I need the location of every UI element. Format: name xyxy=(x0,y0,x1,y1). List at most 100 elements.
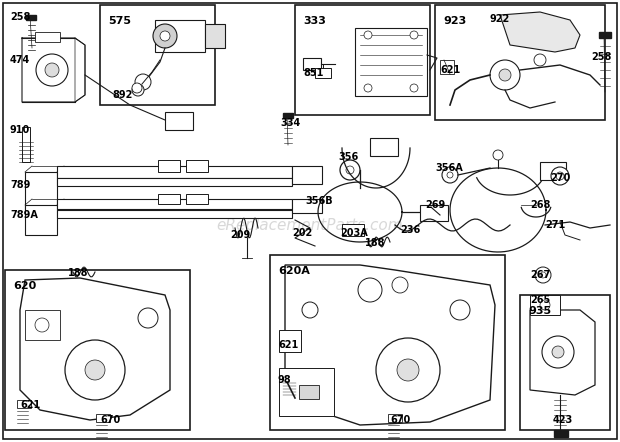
Bar xyxy=(165,112,193,130)
Bar xyxy=(279,330,301,352)
Text: 620: 620 xyxy=(13,281,36,291)
Circle shape xyxy=(490,60,520,90)
Text: 98: 98 xyxy=(278,375,291,385)
Circle shape xyxy=(364,31,372,39)
Bar xyxy=(440,60,454,74)
Bar xyxy=(388,414,402,422)
Circle shape xyxy=(160,31,170,41)
Text: 670: 670 xyxy=(390,415,410,425)
Text: 334: 334 xyxy=(280,118,300,128)
Text: 202: 202 xyxy=(292,228,312,238)
Text: 621: 621 xyxy=(278,340,298,350)
Text: 333: 333 xyxy=(303,16,326,26)
Bar xyxy=(342,224,364,236)
Text: 203A: 203A xyxy=(340,228,368,238)
Bar xyxy=(100,5,215,105)
Bar xyxy=(295,5,430,115)
Bar xyxy=(186,160,208,172)
Bar xyxy=(540,162,566,180)
Bar xyxy=(25,205,57,235)
Bar xyxy=(22,127,30,162)
Bar xyxy=(303,58,321,70)
Circle shape xyxy=(364,84,372,92)
Text: 258: 258 xyxy=(10,12,30,22)
Circle shape xyxy=(85,360,105,380)
Text: 575: 575 xyxy=(108,16,131,26)
Bar xyxy=(554,430,568,437)
Text: 269: 269 xyxy=(425,200,445,210)
Text: 922: 922 xyxy=(490,14,510,24)
Text: 670: 670 xyxy=(100,415,120,425)
Text: 851: 851 xyxy=(303,68,324,78)
Bar xyxy=(299,385,319,399)
Text: 356A: 356A xyxy=(435,163,463,173)
Circle shape xyxy=(135,74,151,90)
Bar xyxy=(57,166,292,178)
Text: 268: 268 xyxy=(530,200,551,210)
Circle shape xyxy=(45,63,59,77)
Text: 910: 910 xyxy=(10,125,30,135)
Polygon shape xyxy=(285,265,495,425)
Text: 923: 923 xyxy=(443,16,466,26)
Text: 892: 892 xyxy=(112,90,133,100)
Text: 236: 236 xyxy=(400,225,420,235)
Circle shape xyxy=(534,54,546,66)
Circle shape xyxy=(410,31,418,39)
Polygon shape xyxy=(20,278,170,420)
Bar xyxy=(26,15,36,20)
Circle shape xyxy=(392,277,408,293)
Bar xyxy=(205,24,225,48)
Circle shape xyxy=(410,84,418,92)
Text: 356B: 356B xyxy=(305,196,332,206)
Bar xyxy=(355,28,427,96)
Circle shape xyxy=(35,318,49,332)
Bar xyxy=(25,172,57,210)
Text: 935: 935 xyxy=(528,306,551,316)
Polygon shape xyxy=(500,12,580,52)
Circle shape xyxy=(346,166,354,174)
Circle shape xyxy=(132,83,142,93)
Circle shape xyxy=(358,278,382,302)
Text: 621: 621 xyxy=(20,400,40,410)
Circle shape xyxy=(447,172,453,178)
Circle shape xyxy=(36,54,68,86)
Text: 423: 423 xyxy=(553,415,574,425)
Text: 789A: 789A xyxy=(10,210,38,220)
Bar xyxy=(599,32,611,38)
Bar xyxy=(57,210,292,218)
Circle shape xyxy=(552,346,564,358)
Text: 188: 188 xyxy=(68,268,89,278)
Bar xyxy=(25,310,60,340)
Text: 265: 265 xyxy=(530,295,551,305)
Text: 789: 789 xyxy=(10,180,30,190)
Bar xyxy=(520,295,610,430)
Text: 209: 209 xyxy=(230,230,250,240)
Bar xyxy=(17,400,31,408)
Circle shape xyxy=(302,302,318,318)
Bar xyxy=(530,295,560,315)
Bar xyxy=(370,138,398,156)
Circle shape xyxy=(340,160,360,180)
Bar xyxy=(420,205,448,221)
Circle shape xyxy=(132,84,144,96)
Bar xyxy=(315,68,331,78)
Bar xyxy=(186,194,208,204)
Bar xyxy=(270,255,505,430)
Bar xyxy=(35,32,60,42)
Bar xyxy=(155,20,205,52)
Text: 270: 270 xyxy=(550,173,570,183)
Circle shape xyxy=(442,167,458,183)
Circle shape xyxy=(542,336,574,368)
Circle shape xyxy=(499,69,511,81)
Circle shape xyxy=(535,267,551,283)
Text: 258: 258 xyxy=(591,52,611,62)
Circle shape xyxy=(551,167,569,185)
Bar xyxy=(279,368,334,416)
Circle shape xyxy=(376,338,440,402)
Bar xyxy=(435,5,605,120)
Bar xyxy=(158,160,180,172)
Circle shape xyxy=(540,300,550,310)
Bar xyxy=(158,194,180,204)
Text: 271: 271 xyxy=(545,220,565,230)
Circle shape xyxy=(138,308,158,328)
